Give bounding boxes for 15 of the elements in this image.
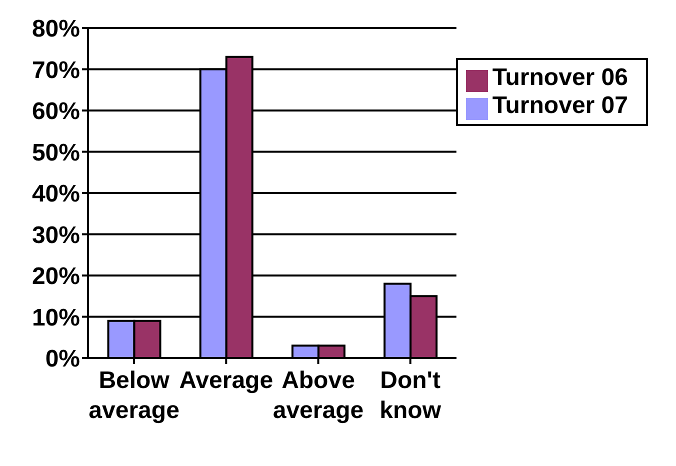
y-tick-label: 10% <box>32 304 80 332</box>
y-tick-label: 40% <box>32 180 80 208</box>
y-tick-label: 60% <box>32 98 80 126</box>
y-tick-label: 20% <box>32 263 80 290</box>
y-tick-label: 30% <box>32 222 80 249</box>
legend-label: Turnover 06 <box>492 64 628 91</box>
y-tick-label: 80% <box>32 16 80 43</box>
legend-label: Turnover 07 <box>492 92 628 119</box>
y-tick-label: 50% <box>32 139 80 166</box>
x-tick-label: Average <box>179 367 274 394</box>
y-tick-label: 0% <box>45 346 80 373</box>
x-tick-label: Below average <box>88 367 180 424</box>
x-tick-label: Above average <box>272 367 364 424</box>
y-tick-label: 70% <box>32 56 80 84</box>
x-tick-label: Don't know <box>380 367 442 424</box>
